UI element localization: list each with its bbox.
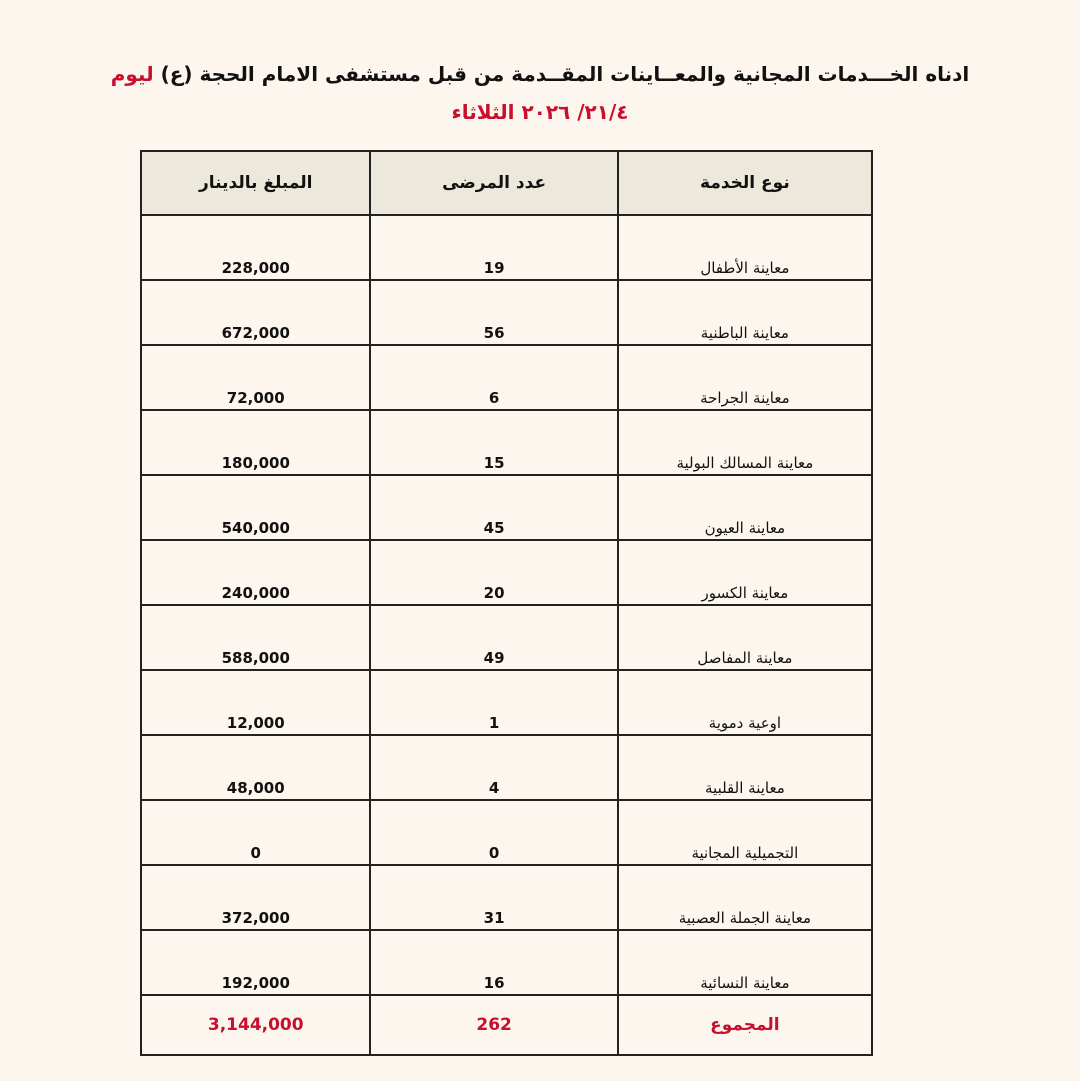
title-day: ليوم (110, 62, 154, 86)
table-cell: 49 (369, 604, 619, 671)
table-row: معاينة الأطفال 19 228,000 (139, 214, 874, 281)
table-cell: معاينة الجملة العصبية (616, 864, 874, 931)
services-table: نوع الخدمة عدد المرضى المبلغ بالدينار معاي… (139, 150, 874, 1056)
header-row: نوع الخدمة عدد المرضى المبلغ بالدينار (139, 150, 874, 216)
table-row: معاينة القلبية 4 48,000 (139, 734, 874, 801)
table-cell: 588,000 (139, 604, 372, 671)
table-cell: 20 (369, 539, 619, 606)
title-main: ادناه الخـــدمات المجانية والمعــاينات ا… (160, 62, 970, 86)
table-cell: 6 (369, 344, 619, 411)
table-cell: معاينة العيون (616, 474, 874, 541)
table-row: معاينة الباطنية 56 672,000 (139, 279, 874, 346)
table-cell: 228,000 (139, 214, 372, 281)
table-cell: معاينة المفاصل (616, 604, 874, 671)
table-cell: اوعية دموية (616, 669, 874, 736)
table-cell: 72,000 (139, 344, 372, 411)
table-cell: 16 (369, 929, 619, 996)
table-cell: 56 (369, 279, 619, 346)
table-cell: التجميلية المجانية (616, 799, 874, 866)
table-cell: 19 (369, 214, 619, 281)
table-cell: 372,000 (139, 864, 372, 931)
table-cell: 4 (369, 734, 619, 801)
table-row: معاينة النسائية 16 192,000 (139, 929, 874, 996)
table-cell: 12,000 (139, 669, 372, 736)
table-row: اوعية دموية 1 12,000 (139, 669, 874, 736)
table-cell: 48,000 (139, 734, 372, 801)
table-cell: 45 (369, 474, 619, 541)
table-cell: 1 (369, 669, 619, 736)
total-cell: 3,144,000 (139, 994, 372, 1056)
column-header: نوع الخدمة (616, 150, 874, 216)
total-row: المجموع 262 3,144,000 (139, 994, 874, 1056)
table-cell: 540,000 (139, 474, 372, 541)
table-cell: 672,000 (139, 279, 372, 346)
table-row: معاينة العيون 45 540,000 (139, 474, 874, 541)
table-cell: معاينة الجراحة (616, 344, 874, 411)
table-cell: 192,000 (139, 929, 372, 996)
table-cell: معاينة النسائية (616, 929, 874, 996)
table-cell: 15 (369, 409, 619, 476)
table-cell: 240,000 (139, 539, 372, 606)
table-cell: معاينة الباطنية (616, 279, 874, 346)
table-row: معاينة الكسور 20 240,000 (139, 539, 874, 606)
title: ادناه الخـــدمات المجانية والمعــاينات ا… (0, 62, 1080, 86)
table-row: معاينة المفاصل 49 588,000 (139, 604, 874, 671)
table-cell: معاينة الأطفال (616, 214, 874, 281)
table-cell: معاينة الكسور (616, 539, 874, 606)
table-cell: 0 (369, 799, 619, 866)
table-cell: معاينة المسالك البولية (616, 409, 874, 476)
total-cell: المجموع (616, 994, 874, 1056)
table-cell: 31 (369, 864, 619, 931)
table-cell: معاينة القلبية (616, 734, 874, 801)
table-row: معاينة المسالك البولية 15 180,000 (139, 409, 874, 476)
date: ٢١/٤/ ٢٠٢٦ الثلاثاء (451, 100, 629, 124)
column-header: عدد المرضى (369, 150, 619, 216)
table-cell: 0 (139, 799, 372, 866)
table-row: معاينة الجراحة 6 72,000 (139, 344, 874, 411)
table-cell: 180,000 (139, 409, 372, 476)
total-cell: 262 (369, 994, 619, 1056)
table-row: معاينة الجملة العصبية 31 372,000 (139, 864, 874, 931)
column-header: المبلغ بالدينار (139, 150, 372, 216)
table-row: التجميلية المجانية 0 0 (139, 799, 874, 866)
